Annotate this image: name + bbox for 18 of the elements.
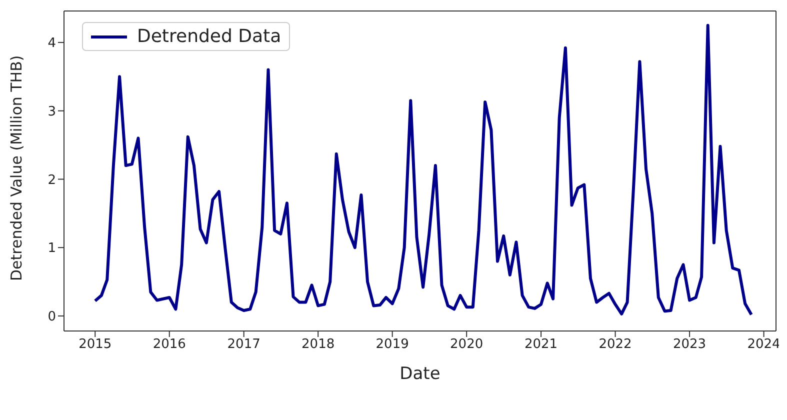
x-tick-label: 2015 (78, 337, 112, 352)
y-tick-label: 0 (48, 310, 56, 325)
y-axis-title: Detrended Value (Million THB) (7, 55, 26, 281)
x-tick-label: 2016 (152, 337, 186, 352)
x-tick-label: 2017 (227, 337, 260, 352)
x-tick-label: 2023 (672, 337, 706, 352)
x-tick-label: 2021 (524, 337, 558, 352)
legend-label: Detrended Data (137, 26, 282, 47)
x-tick-label: 2022 (598, 337, 632, 352)
line-series (94, 24, 753, 316)
y-tick-label: 4 (48, 36, 56, 52)
x-tick-label: 2019 (376, 337, 409, 352)
y-tick-label: 2 (48, 172, 56, 188)
y-tick-label: 1 (48, 241, 56, 256)
x-axis-title: Date (400, 364, 440, 384)
y-tick-label: 3 (48, 104, 56, 120)
x-tick-label: 2020 (450, 337, 484, 352)
x-tick-label: 2018 (302, 337, 335, 352)
